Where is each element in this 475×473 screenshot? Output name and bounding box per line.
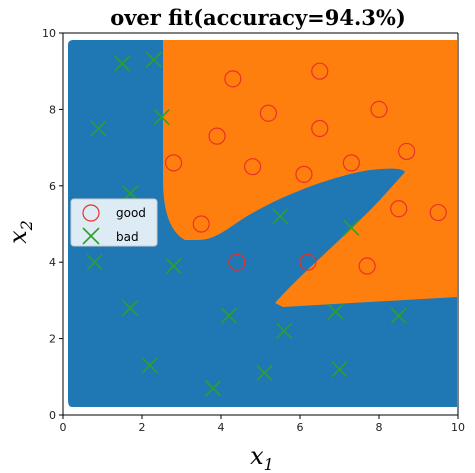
y-tick-label: 4 (49, 256, 56, 269)
good-point (259, 104, 277, 122)
bad-point (390, 307, 407, 324)
bad-point (256, 364, 273, 382)
legend-bad-marker (82, 227, 100, 245)
good-point (311, 119, 329, 138)
y-tick-label: 2 (49, 333, 56, 346)
y-tick-label: 0 (49, 409, 56, 422)
data-markers (86, 51, 447, 397)
decision-regions (68, 40, 457, 407)
good-point (244, 158, 262, 176)
good-point (370, 100, 388, 119)
bad-point (343, 219, 360, 236)
bad-point (141, 357, 158, 374)
bad-point (205, 380, 222, 397)
good-point (208, 127, 226, 145)
bad-point (145, 51, 162, 68)
good-point (311, 62, 329, 80)
y-tick-label: 10 (42, 27, 56, 40)
legend: good bad (70, 198, 158, 247)
bad-point (165, 257, 182, 275)
bad-point (276, 322, 293, 340)
y-ticks: 0 2 4 6 8 10 (42, 27, 63, 422)
legend-bad-label: bad (116, 230, 139, 244)
x-tick-label: 6 (297, 421, 304, 434)
y-tick-label: 8 (49, 103, 56, 116)
region-good (163, 40, 457, 307)
legend-good-marker (82, 204, 100, 222)
good-point (358, 257, 376, 275)
good-point (299, 253, 317, 271)
good-point (165, 154, 183, 172)
x-ticks: 0 2 4 6 8 10 (60, 415, 465, 434)
y-axis-label: x2 (4, 220, 36, 244)
legend-good-label: good (116, 206, 146, 220)
bad-point (90, 120, 107, 137)
bad-point (114, 55, 131, 72)
y-tick-label: 6 (49, 180, 56, 193)
good-point (390, 200, 408, 218)
x-axis-label: x1 (250, 442, 274, 473)
bad-point (122, 185, 139, 202)
chart-title: over fit(accuracy=94.3%) (110, 5, 406, 30)
bad-point (331, 361, 348, 378)
good-point (342, 154, 360, 172)
bad-point (122, 299, 139, 317)
good-point (398, 142, 416, 161)
bad-point (272, 208, 289, 225)
bad-point (220, 307, 237, 324)
bad-point (327, 303, 344, 320)
x-tick-label: 2 (139, 421, 146, 434)
x-tick-label: 0 (60, 421, 67, 434)
x-tick-label: 4 (218, 421, 225, 434)
good-point (295, 165, 313, 183)
good-point (228, 253, 246, 271)
x-tick-label: 8 (376, 421, 383, 434)
axes (62, 32, 459, 416)
good-point (192, 215, 210, 233)
good-point (224, 70, 242, 88)
bad-point (86, 254, 103, 271)
x-tick-label: 10 (451, 421, 465, 434)
bad-point (153, 108, 170, 126)
good-point (429, 203, 447, 222)
